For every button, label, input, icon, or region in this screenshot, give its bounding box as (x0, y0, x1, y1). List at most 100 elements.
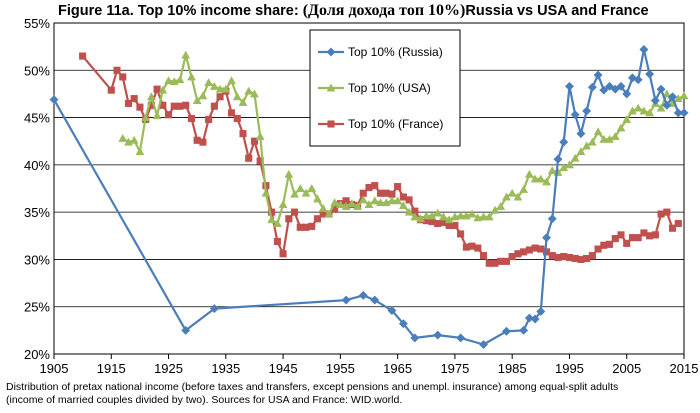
data-point (136, 103, 144, 111)
data-point (204, 78, 214, 87)
x-tick-label: 1995 (555, 361, 584, 376)
data-point (519, 325, 529, 335)
data-point (587, 137, 597, 146)
data-point (398, 201, 408, 209)
data-point (582, 106, 592, 116)
data-point (307, 183, 317, 192)
data-point (273, 237, 281, 246)
data-point (594, 245, 602, 253)
data-point (153, 85, 161, 93)
data-point (330, 198, 340, 207)
y-tick-label: 50% (24, 63, 50, 78)
data-point (313, 194, 322, 203)
data-point (290, 189, 299, 198)
data-point (530, 174, 540, 183)
data-point (634, 234, 642, 242)
data-point (284, 169, 294, 178)
data-point (267, 215, 277, 224)
legend-item: Top 10% (Russia) (318, 45, 443, 59)
data-point (433, 208, 443, 217)
x-tick-label: 2015 (670, 361, 699, 376)
data-point (479, 252, 488, 260)
data-point (394, 183, 402, 191)
data-point (656, 84, 666, 94)
data-point (456, 333, 466, 343)
data-point (674, 219, 682, 228)
data-point (564, 81, 575, 91)
data-point (124, 99, 133, 107)
chart-title: Figure 11a. Top 10% income share: (Доля … (58, 2, 698, 20)
data-point (326, 83, 336, 92)
data-point (433, 330, 443, 340)
data-point (141, 113, 151, 122)
data-point (502, 257, 511, 265)
y-tick-label: 35% (24, 205, 50, 220)
data-point (146, 92, 156, 101)
data-point (164, 76, 173, 85)
data-point (410, 333, 420, 343)
data-point (633, 75, 643, 85)
legend-item: Top 10% (France) (318, 117, 443, 131)
data-point (467, 209, 477, 218)
data-point (370, 196, 380, 205)
data-point (570, 153, 580, 162)
legend-label: Top 10% (Russia) (348, 45, 443, 59)
data-point (457, 230, 465, 238)
data-point (541, 233, 552, 243)
data-point (623, 239, 631, 247)
data-point (233, 114, 241, 123)
data-point (404, 207, 414, 216)
caption-line-2: (income of married couples divided by tw… (6, 394, 403, 406)
data-point (410, 212, 420, 221)
data-point (387, 305, 397, 316)
data-point (119, 73, 127, 81)
y-axis: 20% 25% 30% 35% 40% 45% 50% 55% (24, 16, 50, 362)
data-point (639, 106, 649, 115)
data-point (501, 326, 512, 336)
data-point (49, 95, 59, 105)
data-point (484, 212, 494, 221)
data-point (559, 137, 569, 147)
data-point (113, 66, 121, 74)
data-point (290, 208, 299, 216)
data-point (507, 188, 517, 197)
series-top-usa (118, 50, 689, 227)
data-point (679, 108, 689, 118)
data-point (478, 339, 489, 350)
data-point (278, 200, 288, 209)
x-tick-label: 1915 (97, 361, 126, 376)
data-point (130, 95, 138, 103)
data-point (135, 147, 145, 156)
data-point (393, 196, 403, 205)
series-top-russia (49, 44, 689, 350)
data-point (668, 224, 677, 232)
legend-label: Top 10% (France) (348, 117, 443, 131)
plot-frame (53, 22, 685, 355)
data-point (205, 115, 213, 124)
data-point (232, 92, 242, 101)
data-point (616, 81, 626, 91)
data-point (210, 102, 218, 110)
caption-line-1: Distribution of pretax national income (… (6, 381, 619, 393)
y-tick-label: 30% (24, 252, 50, 267)
data-point (376, 198, 385, 207)
x-tick-label: 1985 (498, 361, 527, 376)
data-point (285, 215, 293, 223)
data-point (604, 81, 615, 91)
data-point (656, 103, 666, 112)
x-tick-label: 1925 (154, 361, 183, 376)
data-point (576, 147, 586, 156)
x-axis: 1905 1915 1925 1935 1945 1955 1965 1975 1985 1995… (40, 354, 699, 376)
data-point (451, 221, 459, 229)
data-point (261, 188, 271, 197)
data-point (496, 201, 506, 210)
data-point (651, 231, 659, 239)
data-point (152, 111, 162, 120)
y-tick-label: 55% (24, 16, 50, 31)
data-point (553, 154, 563, 164)
data-point (181, 50, 191, 59)
data-point (255, 131, 265, 140)
y-tick-label: 40% (24, 158, 50, 173)
x-tick-label: 1935 (211, 361, 240, 376)
data-point (611, 235, 619, 243)
